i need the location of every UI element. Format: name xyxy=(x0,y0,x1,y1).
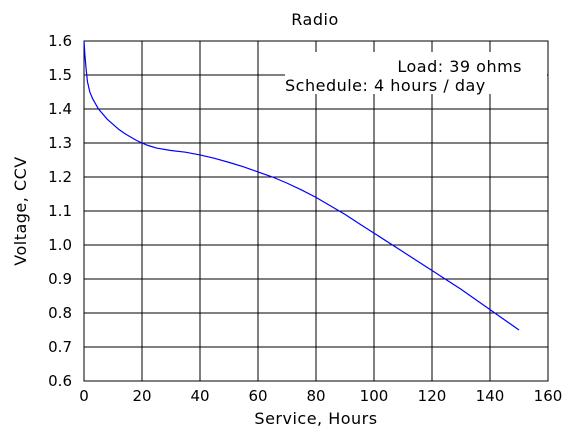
x-tick-label: 40 xyxy=(190,387,209,405)
x-tick-label: 160 xyxy=(534,387,563,405)
annotation-load: Load: 39 ohms xyxy=(397,57,522,76)
x-tick-label: 0 xyxy=(79,387,89,405)
plot-frame xyxy=(83,40,549,382)
y-tick-label: 1.6 xyxy=(48,32,72,50)
x-tick-label: 100 xyxy=(360,387,389,405)
x-tick-label: 80 xyxy=(306,387,325,405)
y-tick-label: 1.2 xyxy=(48,168,72,186)
y-axis-title: Voltage, CCV xyxy=(11,156,30,265)
y-tick-label: 1.0 xyxy=(48,236,72,254)
x-tick-label: 120 xyxy=(418,387,447,405)
y-tick-label: 0.7 xyxy=(48,338,72,356)
y-tick-label: 1.1 xyxy=(48,202,72,220)
y-tick-label: 0.9 xyxy=(48,270,72,288)
grid xyxy=(84,41,548,381)
x-tick-label: 20 xyxy=(132,387,151,405)
annotation-background xyxy=(285,52,547,94)
x-axis-title: Service, Hours xyxy=(254,409,377,428)
series-line xyxy=(83,40,520,331)
x-tick-label: 60 xyxy=(248,387,267,405)
x-tick-label: 140 xyxy=(476,387,505,405)
y-tick-labels: 0.6 0.7 0.8 0.9 1.0 1.1 1.2 1.3 1.4 1.5 1.6 xyxy=(48,32,72,390)
y-tick-label: 0.8 xyxy=(48,304,72,322)
chart-title: Radio xyxy=(291,10,338,29)
y-tick-label: 1.3 xyxy=(48,134,72,152)
annotation-schedule: Schedule: 4 hours / day xyxy=(285,76,486,95)
y-tick-label: 1.4 xyxy=(48,100,72,118)
x-tick-labels: 0 20 40 60 80 100 120 140 160 xyxy=(79,387,562,405)
y-tick-label: 1.5 xyxy=(48,66,72,84)
y-tick-label: 0.6 xyxy=(48,372,72,390)
